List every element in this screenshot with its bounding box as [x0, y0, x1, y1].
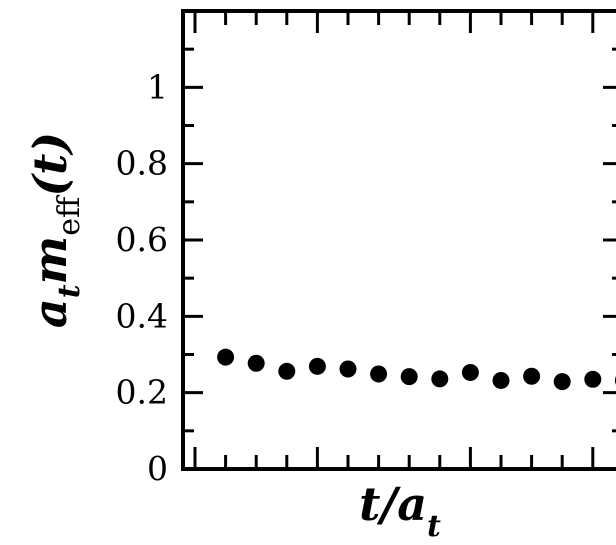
data-point	[461, 363, 479, 381]
data-points	[217, 348, 616, 391]
svg-text:atmeff(t): atmeff(t)	[23, 132, 87, 328]
data-point	[431, 370, 449, 388]
data-point	[523, 367, 541, 385]
y-tick-label: 1	[147, 67, 168, 106]
plot-frame	[181, 9, 616, 471]
data-point	[278, 362, 296, 380]
y-axis-label-prefix-subscript: t	[52, 284, 87, 298]
data-point	[584, 370, 602, 388]
tick-marks	[183, 11, 616, 469]
y-tick-label: 0	[147, 449, 168, 488]
y-axis-label-prefix: a	[23, 298, 77, 328]
data-point	[339, 360, 357, 378]
x-axis-label-main: t/a	[359, 477, 427, 531]
x-axis-label-subscript: t	[427, 509, 441, 544]
data-point	[308, 357, 326, 375]
y-axis-label-suffix: (t)	[23, 132, 77, 197]
data-point	[553, 373, 571, 391]
x-axis-label: t/at	[359, 477, 441, 544]
data-point	[217, 348, 235, 366]
y-axis-label: atmeff(t)	[23, 132, 87, 328]
data-point	[400, 368, 418, 386]
y-tick-label: 0.4	[116, 296, 168, 335]
y-tick-label: 0.6	[116, 220, 168, 259]
y-tick-label: 0.2	[116, 373, 168, 412]
y-axis-label-symbol: m	[23, 236, 77, 285]
data-point	[492, 371, 510, 389]
data-point	[370, 365, 388, 383]
y-tick-label: 0.8	[116, 144, 168, 183]
data-point	[247, 354, 265, 372]
y-tick-labels: 0 0.2 0.4 0.6 0.8 1	[116, 67, 168, 488]
y-axis-label-symbol-subscript: eff	[52, 194, 87, 236]
